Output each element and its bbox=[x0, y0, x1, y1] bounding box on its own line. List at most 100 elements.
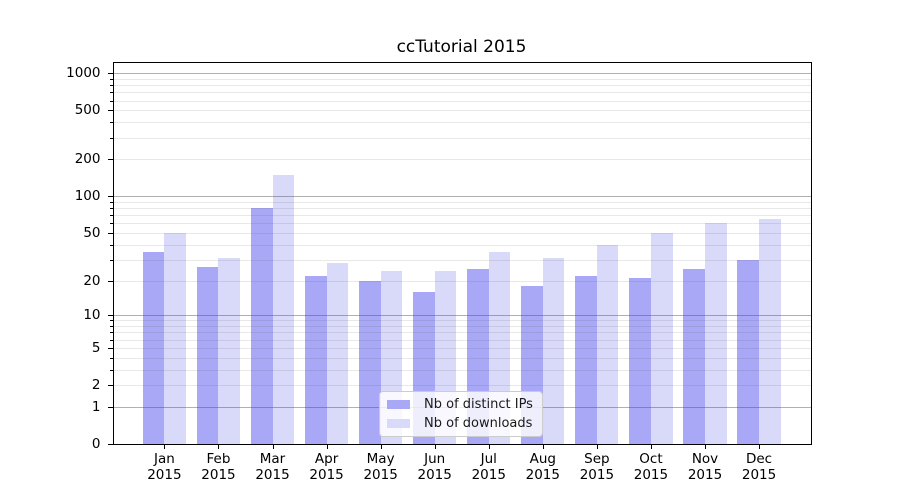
x-tick-sep bbox=[596, 444, 598, 449]
x-tick-label-jan: Jan 2015 bbox=[147, 451, 182, 483]
minor-gridline-900 bbox=[112, 78, 811, 80]
minor-gridline-40 bbox=[112, 244, 811, 246]
minor-gridline-3 bbox=[112, 369, 811, 371]
minor-gridline-4 bbox=[112, 357, 811, 359]
y-minor-tick-200 bbox=[110, 159, 113, 161]
x-tick-mar bbox=[272, 444, 274, 449]
minor-gridline-600 bbox=[112, 100, 811, 102]
y-minor-tick-700 bbox=[110, 92, 113, 94]
y-minor-tick-300 bbox=[110, 137, 113, 139]
y-minor-tick-900 bbox=[110, 78, 113, 80]
y-minor-tick-6 bbox=[110, 339, 113, 341]
y-minor-tick-60 bbox=[110, 223, 113, 225]
x-tick-label-apr: Apr 2015 bbox=[309, 451, 344, 483]
x-tick-feb bbox=[218, 444, 220, 449]
minor-gridline-60 bbox=[112, 223, 811, 225]
top-axis-line bbox=[112, 62, 811, 63]
y-tick-label-500: 500 bbox=[74, 102, 101, 119]
legend-item-distinct-ips: Nb of distinct IPs bbox=[387, 397, 535, 412]
y-minor-tick-5 bbox=[110, 347, 113, 349]
x-tick-label-sep: Sep 2015 bbox=[579, 451, 615, 483]
y-minor-tick-500 bbox=[110, 110, 113, 112]
y-tick-100 bbox=[107, 196, 113, 198]
bar-downloads-oct bbox=[650, 233, 673, 444]
y-minor-tick-40 bbox=[110, 244, 113, 246]
minor-gridline-90 bbox=[112, 201, 811, 203]
bar-downloads-sep bbox=[596, 244, 619, 444]
chart-title: ccTutorial 2015 bbox=[396, 37, 527, 57]
minor-gridline-200 bbox=[112, 159, 811, 161]
y-minor-tick-8 bbox=[110, 326, 113, 328]
x-tick-label-aug: Aug 2015 bbox=[525, 451, 560, 483]
minor-gridline-800 bbox=[112, 85, 811, 87]
y-minor-tick-70 bbox=[110, 215, 113, 217]
bar-downloads-nov bbox=[705, 223, 727, 444]
y-minor-tick-90 bbox=[110, 201, 113, 203]
bar-downloads-apr bbox=[326, 263, 349, 444]
y-tick-label-0: 0 bbox=[91, 436, 101, 452]
legend-label-downloads: Nb of downloads bbox=[424, 415, 533, 431]
minor-gridline-6 bbox=[112, 339, 811, 341]
bar-downloads-dec bbox=[759, 219, 781, 444]
bar-distinct-ips-feb bbox=[196, 267, 219, 444]
y-tick-0 bbox=[107, 444, 113, 445]
legend-swatch-distinct-ips-icon bbox=[387, 400, 410, 410]
y-tick-label-100: 100 bbox=[74, 188, 101, 205]
minor-gridline-9 bbox=[112, 320, 811, 322]
y-tick-label-5: 5 bbox=[91, 339, 101, 356]
x-tick-label-jun: Jun 2015 bbox=[417, 451, 452, 483]
minor-gridline-7 bbox=[112, 332, 811, 334]
legend-label-distinct-ips: Nb of distinct IPs bbox=[424, 397, 533, 413]
x-tick-label-mar: Mar 2015 bbox=[255, 451, 290, 483]
x-tick-label-dec: Dec 2015 bbox=[741, 451, 777, 483]
x-tick-label-jul: Jul 2015 bbox=[471, 451, 506, 483]
legend-swatch-downloads-icon bbox=[387, 418, 410, 428]
bar-downloads-aug bbox=[542, 258, 565, 444]
x-tick-label-oct: Oct 2015 bbox=[633, 451, 669, 483]
bar-downloads-mar bbox=[272, 174, 295, 444]
x-tick-may bbox=[380, 444, 382, 449]
y-tick-label-1000: 1000 bbox=[66, 65, 101, 82]
minor-gridline-700 bbox=[112, 92, 811, 94]
y-minor-tick-9 bbox=[110, 320, 113, 322]
x-tick-dec bbox=[759, 444, 761, 449]
y-minor-tick-400 bbox=[110, 122, 113, 124]
x-axis-line bbox=[112, 444, 812, 445]
y-tick-label-10: 10 bbox=[83, 307, 101, 324]
y-tick-label-50: 50 bbox=[83, 225, 101, 242]
bar-downloads-jan bbox=[164, 233, 186, 444]
major-gridline-100 bbox=[112, 196, 811, 198]
minor-gridline-500 bbox=[112, 110, 811, 112]
y-minor-tick-30 bbox=[110, 259, 113, 261]
x-tick-jun bbox=[434, 444, 436, 449]
bar-distinct-ips-jan bbox=[142, 251, 165, 444]
legend: Nb of distinct IPs Nb of downloads bbox=[379, 391, 543, 437]
y-minor-tick-50 bbox=[110, 233, 113, 235]
bar-distinct-ips-apr bbox=[304, 275, 327, 444]
minor-gridline-300 bbox=[112, 137, 811, 139]
bar-distinct-ips-sep bbox=[575, 275, 597, 444]
y-tick-10 bbox=[107, 315, 113, 317]
y-tick-1 bbox=[107, 406, 113, 408]
minor-gridline-5 bbox=[112, 347, 811, 349]
y-minor-tick-20 bbox=[110, 280, 113, 282]
minor-gridline-400 bbox=[112, 122, 811, 124]
y-minor-tick-600 bbox=[110, 100, 113, 102]
major-gridline-1000 bbox=[112, 73, 811, 75]
y-minor-tick-3 bbox=[110, 369, 113, 371]
y-minor-tick-2 bbox=[110, 385, 113, 387]
minor-gridline-30 bbox=[112, 259, 811, 261]
minor-gridline-8 bbox=[112, 326, 811, 328]
x-tick-nov bbox=[705, 444, 706, 449]
x-tick-jul bbox=[488, 444, 490, 449]
x-tick-label-may: May 2015 bbox=[363, 451, 398, 483]
y-minor-tick-4 bbox=[110, 357, 113, 359]
y-minor-tick-7 bbox=[110, 332, 113, 334]
bar-distinct-ips-may bbox=[359, 280, 381, 444]
minor-gridline-2 bbox=[112, 385, 811, 387]
bar-downloads-feb bbox=[218, 258, 241, 444]
y-axis-line bbox=[112, 62, 114, 444]
minor-gridline-20 bbox=[112, 280, 811, 282]
x-tick-label-nov: Nov 2015 bbox=[687, 451, 723, 483]
